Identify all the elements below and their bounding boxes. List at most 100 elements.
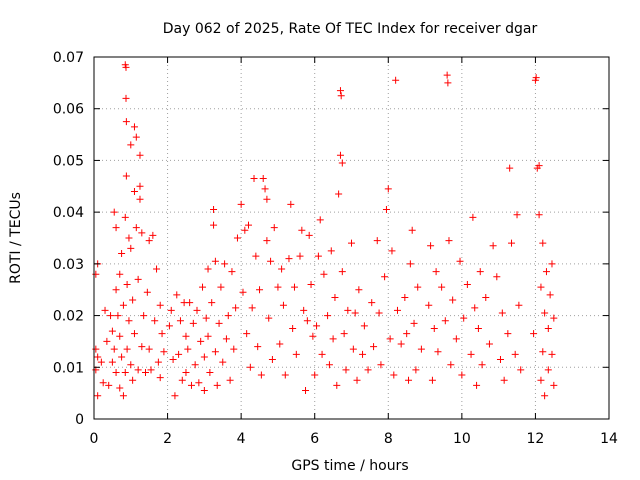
- data-point: [428, 376, 436, 384]
- data-point: [511, 350, 519, 358]
- data-point: [544, 325, 552, 332]
- data-point: [92, 345, 100, 353]
- data-point: [364, 366, 372, 374]
- data-point: [112, 224, 120, 232]
- data-point: [195, 379, 203, 387]
- data-point: [445, 237, 453, 245]
- data-point: [474, 325, 482, 332]
- data-point: [335, 190, 343, 198]
- data-point: [270, 224, 278, 232]
- data-point: [204, 332, 212, 340]
- data-point: [471, 304, 479, 312]
- data-point: [121, 213, 129, 221]
- data-point: [289, 325, 297, 332]
- data-point: [403, 330, 411, 338]
- data-point: [438, 283, 446, 291]
- x-tick-label: 8: [384, 431, 393, 447]
- data-point: [500, 376, 508, 384]
- data-point: [351, 309, 359, 317]
- data-point: [134, 275, 142, 283]
- data-point: [342, 366, 350, 374]
- data-point: [515, 301, 523, 309]
- data-point: [412, 366, 420, 374]
- data-point: [145, 237, 153, 245]
- data-point: [108, 358, 116, 366]
- data-point: [176, 317, 184, 325]
- data-point: [485, 340, 493, 348]
- data-point: [200, 387, 208, 395]
- data-point: [546, 291, 554, 299]
- data-point: [200, 353, 208, 361]
- plot-frame: [93, 56, 610, 420]
- data-point: [210, 206, 218, 214]
- data-point: [142, 368, 149, 376]
- x-tick-label: 14: [600, 431, 618, 447]
- data-point: [318, 350, 326, 358]
- data-point: [132, 133, 140, 141]
- data-point: [108, 327, 116, 335]
- data-point: [116, 332, 124, 340]
- data-point: [261, 185, 269, 193]
- data-point: [460, 314, 468, 322]
- data-point: [246, 363, 254, 371]
- data-point: [392, 76, 400, 84]
- data-point: [123, 345, 131, 353]
- data-point: [360, 322, 368, 330]
- data-point: [370, 343, 378, 351]
- data-point: [550, 314, 558, 322]
- data-point: [447, 361, 455, 369]
- chart-title: Day 062 of 2025, Rate Of TEC Index for r…: [163, 21, 538, 37]
- y-tick-label: 0.01: [53, 360, 84, 376]
- data-point: [432, 268, 440, 276]
- data-point: [417, 345, 425, 353]
- data-point: [373, 237, 381, 245]
- data-point: [136, 182, 144, 190]
- data-point: [213, 381, 221, 389]
- data-point: [425, 301, 433, 309]
- data-point: [405, 376, 413, 384]
- data-point: [508, 239, 516, 247]
- data-point: [296, 252, 304, 260]
- data-point: [215, 319, 223, 327]
- data-point: [122, 118, 130, 126]
- data-point: [119, 392, 127, 400]
- data-point: [127, 244, 135, 252]
- data-point: [138, 229, 146, 237]
- data-point: [384, 185, 392, 193]
- data-point: [314, 252, 322, 260]
- data-point: [537, 283, 545, 291]
- data-point: [469, 213, 477, 221]
- data-point: [292, 350, 300, 358]
- data-point: [377, 361, 385, 369]
- data-point: [397, 340, 405, 348]
- data-point: [186, 299, 194, 307]
- data-point: [210, 221, 218, 229]
- data-point: [489, 242, 497, 250]
- data-point: [107, 312, 115, 320]
- data-point: [182, 368, 190, 376]
- y-tick-label: 0.05: [53, 153, 84, 169]
- data-point: [482, 293, 490, 301]
- data-point: [149, 231, 157, 239]
- data-point: [130, 187, 138, 195]
- data-point: [116, 270, 124, 278]
- data-point: [311, 371, 319, 379]
- data-point: [452, 335, 460, 343]
- x-axis-label: GPS time / hours: [291, 458, 408, 474]
- data-point: [211, 257, 219, 265]
- data-point: [463, 281, 471, 289]
- data-point: [539, 348, 547, 356]
- data-point: [245, 221, 252, 229]
- data-point: [390, 371, 398, 379]
- data-point: [320, 270, 328, 278]
- data-point: [444, 79, 452, 87]
- data-point: [130, 330, 138, 338]
- data-point: [153, 265, 161, 273]
- data-point: [443, 71, 451, 79]
- data-point: [254, 343, 262, 351]
- data-point: [136, 195, 144, 203]
- data-point: [388, 247, 396, 255]
- data-point: [112, 286, 120, 294]
- data-point: [467, 350, 475, 358]
- data-point: [206, 368, 214, 376]
